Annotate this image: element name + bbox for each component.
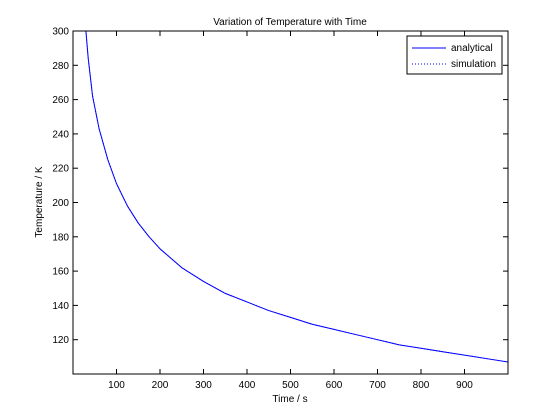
y-tick-label: 260	[52, 95, 69, 106]
x-tick-label: 700	[369, 380, 386, 391]
legend-label-simulation: simulation	[451, 59, 496, 70]
y-tick-label: 280	[52, 61, 69, 72]
legend: analytical simulation	[406, 35, 503, 75]
x-tick-label: 300	[195, 380, 212, 391]
legend-box	[406, 35, 503, 75]
y-tick-label: 240	[52, 129, 69, 140]
y-tick-label: 220	[52, 164, 69, 175]
series-line-simulation	[85, 31, 508, 363]
x-tick-label: 200	[152, 380, 169, 391]
x-tick-label: 600	[326, 380, 343, 391]
y-tick-label: 140	[52, 301, 69, 312]
y-tick-label: 160	[52, 267, 69, 278]
legend-label-analytical: analytical	[451, 43, 493, 54]
x-axis-title: Time / s	[272, 394, 307, 405]
x-tick-label: 800	[413, 380, 430, 391]
plot-area	[73, 31, 508, 374]
x-tick-label: 500	[282, 380, 299, 391]
y-tick-label: 180	[52, 232, 69, 243]
chart-title: Variation of Temperature with Time	[213, 17, 367, 28]
ticks-layer: 100 200 300 400 500 600 700 800 900 120 140 160 180 2…	[52, 27, 508, 391]
x-tick-label: 900	[456, 380, 473, 391]
y-tick-label: 200	[52, 198, 69, 209]
series-layer	[85, 31, 508, 363]
y-tick-label: 300	[52, 27, 69, 38]
y-axis-title: Temperature / K	[34, 166, 45, 237]
x-tick-label: 400	[239, 380, 256, 391]
x-tick-label: 100	[108, 380, 125, 391]
y-tick-label: 120	[52, 335, 69, 346]
